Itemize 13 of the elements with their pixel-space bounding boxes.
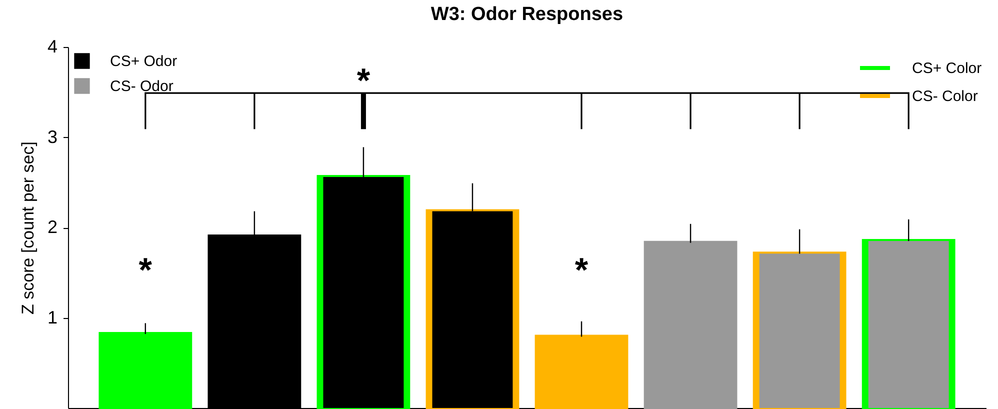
legend-label: CS- Color [912, 88, 978, 105]
annotation: * [138, 252, 153, 290]
legend-label: CS+ Color [912, 60, 982, 77]
annotation: * [356, 62, 371, 100]
y-tick-label: 4 [47, 36, 58, 56]
y-tick-label: 1 [47, 307, 58, 328]
legend-label: CS+ Odor [110, 53, 178, 70]
y-tick-label: 3 [47, 126, 58, 147]
y-tick-label: 2 [47, 217, 58, 237]
y-axis-title: Z score [count per sec] [18, 142, 38, 314]
legend-label: CS- Odor [110, 78, 174, 95]
chart-title: W3: Odor Responses [430, 4, 624, 25]
annotation: * [574, 252, 589, 290]
